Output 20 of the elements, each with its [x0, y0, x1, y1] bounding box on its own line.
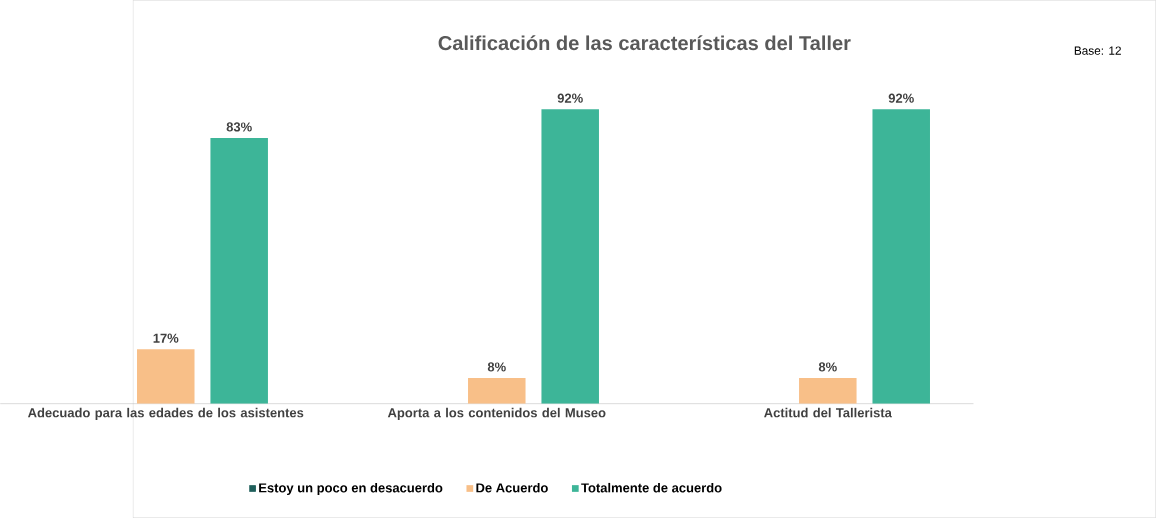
- chart-title: Calificación de las características del Taller: [438, 35, 851, 51]
- bar: [210, 138, 268, 404]
- bar: [872, 109, 930, 404]
- x-tick-label: Actitud del Tallerista: [764, 407, 892, 418]
- bar: [137, 349, 195, 404]
- data-label: 83%: [226, 122, 252, 132]
- x-tick-label: Adecuado para las edades de los asistentes: [27, 407, 304, 420]
- bar: [541, 109, 599, 404]
- data-label: 8%: [487, 362, 506, 372]
- data-label: 8%: [818, 362, 837, 372]
- x-tick-label: Aporta a los contenidos del Museo: [387, 407, 606, 420]
- bar: [799, 378, 857, 404]
- data-label: 17%: [153, 333, 179, 343]
- legend-label: Estoy un poco en desacuerdo: [259, 482, 443, 495]
- legend-label: Totalmente de acuerdo: [581, 482, 722, 493]
- data-label: 92%: [888, 93, 914, 103]
- text: Base: 12: [1074, 46, 1121, 55]
- legend-label: De Acuerdo: [476, 482, 548, 493]
- data-label: 92%: [557, 93, 583, 103]
- bar: [468, 378, 526, 404]
